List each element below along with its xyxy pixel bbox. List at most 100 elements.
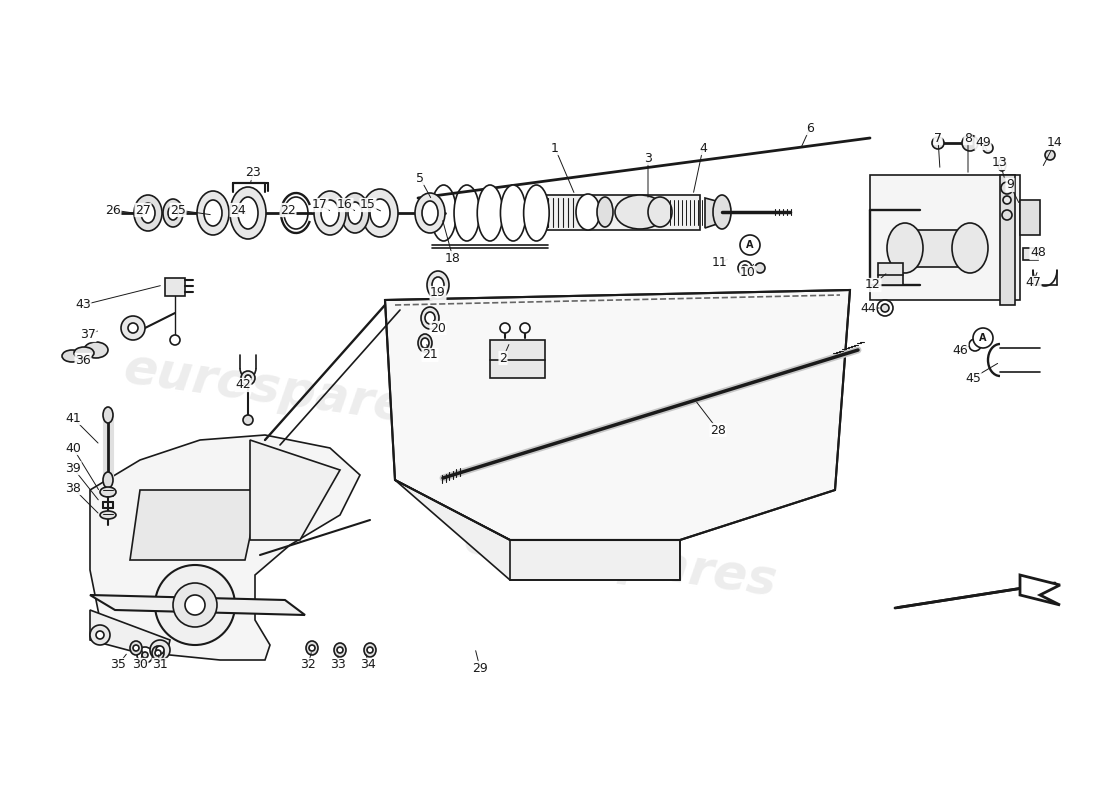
Circle shape: [128, 323, 138, 333]
Circle shape: [121, 316, 145, 340]
Text: 21: 21: [422, 349, 438, 362]
Ellipse shape: [415, 193, 446, 233]
Ellipse shape: [204, 200, 222, 226]
Polygon shape: [705, 198, 720, 228]
Ellipse shape: [431, 185, 456, 241]
Ellipse shape: [648, 197, 672, 227]
Ellipse shape: [130, 641, 142, 655]
Text: 32: 32: [300, 658, 316, 671]
Ellipse shape: [367, 647, 373, 653]
Circle shape: [245, 375, 251, 381]
Circle shape: [241, 371, 255, 385]
Ellipse shape: [969, 339, 981, 351]
Text: A: A: [979, 333, 987, 343]
Circle shape: [96, 631, 104, 639]
Text: 40: 40: [65, 442, 81, 454]
Ellipse shape: [887, 223, 923, 273]
Ellipse shape: [932, 137, 944, 149]
Polygon shape: [90, 610, 170, 660]
Bar: [165, 278, 185, 296]
Text: 34: 34: [360, 658, 376, 671]
Text: 27: 27: [135, 203, 151, 217]
Ellipse shape: [168, 206, 178, 220]
Text: 49: 49: [975, 137, 991, 150]
Ellipse shape: [597, 197, 613, 227]
Text: 12: 12: [865, 278, 881, 291]
Ellipse shape: [421, 307, 439, 329]
Text: 3: 3: [645, 151, 652, 165]
Text: 26: 26: [106, 203, 121, 217]
Ellipse shape: [230, 187, 266, 239]
Ellipse shape: [454, 185, 480, 241]
Text: 37: 37: [80, 329, 96, 342]
Ellipse shape: [713, 195, 732, 229]
Text: 18: 18: [446, 251, 461, 265]
Text: 2: 2: [499, 351, 507, 365]
Text: 30: 30: [132, 658, 147, 671]
Ellipse shape: [998, 159, 1006, 171]
Text: 36: 36: [75, 354, 91, 366]
Text: 14: 14: [1047, 137, 1063, 150]
Text: 39: 39: [65, 462, 81, 474]
Ellipse shape: [370, 199, 390, 227]
Polygon shape: [90, 595, 305, 615]
Ellipse shape: [418, 334, 432, 352]
Ellipse shape: [334, 643, 346, 657]
Circle shape: [156, 646, 164, 654]
Ellipse shape: [1002, 210, 1012, 220]
Bar: [490, 340, 544, 378]
Circle shape: [170, 335, 180, 345]
Bar: [1023, 248, 1038, 260]
Ellipse shape: [524, 185, 549, 241]
Text: 23: 23: [245, 166, 261, 179]
Circle shape: [173, 583, 217, 627]
Ellipse shape: [341, 193, 368, 233]
Text: 7: 7: [934, 131, 942, 145]
Circle shape: [90, 625, 110, 645]
Ellipse shape: [962, 135, 978, 151]
Circle shape: [881, 304, 889, 312]
Ellipse shape: [74, 347, 94, 359]
Circle shape: [738, 261, 752, 275]
Bar: [1020, 200, 1040, 235]
Text: 48: 48: [1030, 246, 1046, 259]
Ellipse shape: [134, 195, 162, 231]
Polygon shape: [1000, 175, 1015, 305]
Circle shape: [877, 300, 893, 316]
Ellipse shape: [1003, 196, 1011, 204]
Circle shape: [150, 640, 170, 660]
Ellipse shape: [321, 200, 339, 226]
Ellipse shape: [141, 203, 155, 223]
Ellipse shape: [100, 511, 116, 519]
Ellipse shape: [314, 191, 346, 235]
Circle shape: [155, 565, 235, 645]
Ellipse shape: [103, 407, 113, 423]
Ellipse shape: [84, 342, 108, 358]
Ellipse shape: [152, 646, 164, 660]
Circle shape: [755, 263, 764, 273]
Ellipse shape: [1045, 150, 1055, 160]
Polygon shape: [535, 197, 544, 228]
Ellipse shape: [100, 487, 116, 497]
Text: 9: 9: [1006, 178, 1014, 191]
Ellipse shape: [62, 350, 82, 362]
Text: 35: 35: [110, 658, 125, 671]
Ellipse shape: [477, 185, 503, 241]
Ellipse shape: [364, 643, 376, 657]
Polygon shape: [870, 175, 1020, 300]
Ellipse shape: [421, 338, 429, 348]
Text: 28: 28: [711, 423, 726, 437]
Text: eurospares: eurospares: [460, 514, 780, 606]
Text: 31: 31: [152, 658, 168, 671]
Ellipse shape: [500, 185, 526, 241]
Ellipse shape: [337, 647, 343, 653]
Text: 16: 16: [337, 198, 353, 211]
Circle shape: [142, 652, 148, 658]
Circle shape: [740, 235, 760, 255]
Text: 8: 8: [964, 131, 972, 145]
Ellipse shape: [432, 277, 444, 293]
Ellipse shape: [615, 195, 666, 229]
Text: 20: 20: [430, 322, 446, 334]
Ellipse shape: [133, 645, 139, 651]
Text: 11: 11: [712, 257, 728, 270]
